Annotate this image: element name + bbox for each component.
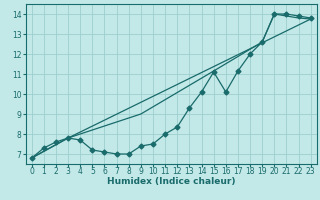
- X-axis label: Humidex (Indice chaleur): Humidex (Indice chaleur): [107, 177, 236, 186]
